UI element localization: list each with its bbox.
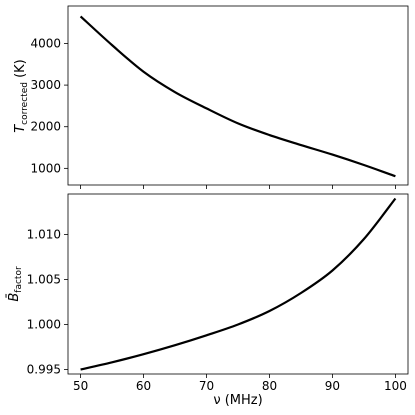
bottom-x-tick-label: 50	[73, 379, 88, 393]
bottom-x-tick-label: 90	[325, 379, 340, 393]
bottom-y-ticks: 0.995 1.000 1.005 1.010	[27, 228, 68, 377]
bottom-y-tick-label: 1.000	[27, 318, 61, 332]
top-panel: 1000 2000 3000 4000 Tcorrected (K)	[13, 5, 409, 189]
top-y-tick-label: 1000	[30, 161, 61, 175]
bottom-y-tick-label: 0.995	[27, 363, 61, 377]
bottom-x-axis-label: ν (MHz)	[213, 393, 262, 408]
bottom-x-ticks: 50 60 70 80 90 100	[73, 374, 407, 393]
top-y-tick-label: 4000	[30, 36, 61, 50]
top-series-line	[79, 15, 396, 178]
top-y-tick-label: 3000	[30, 78, 61, 92]
bottom-y-axis-label: B̄factor	[7, 266, 24, 302]
bottom-y-tick-label: 1.010	[27, 228, 61, 242]
top-y-tick-label: 2000	[30, 120, 61, 134]
top-y-ticks: 1000 2000 3000 4000	[30, 36, 68, 175]
bottom-plot-frame	[67, 193, 409, 375]
bottom-x-tick-label: 100	[384, 379, 407, 393]
top-plot-frame	[67, 5, 409, 186]
bottom-x-tick-label: 70	[199, 379, 214, 393]
top-y-axis-label: Tcorrected (K)	[13, 59, 30, 133]
bottom-x-tick-label: 60	[136, 379, 151, 393]
top-x-ticks	[80, 185, 396, 189]
bottom-y-tick-label: 1.005	[27, 273, 61, 287]
bottom-x-tick-label: 80	[262, 379, 277, 393]
bottom-series-line	[80, 197, 397, 371]
bottom-panel: 0.995 1.000 1.005 1.010 50 60 70 80 90 100 B̄fac…	[7, 193, 409, 408]
